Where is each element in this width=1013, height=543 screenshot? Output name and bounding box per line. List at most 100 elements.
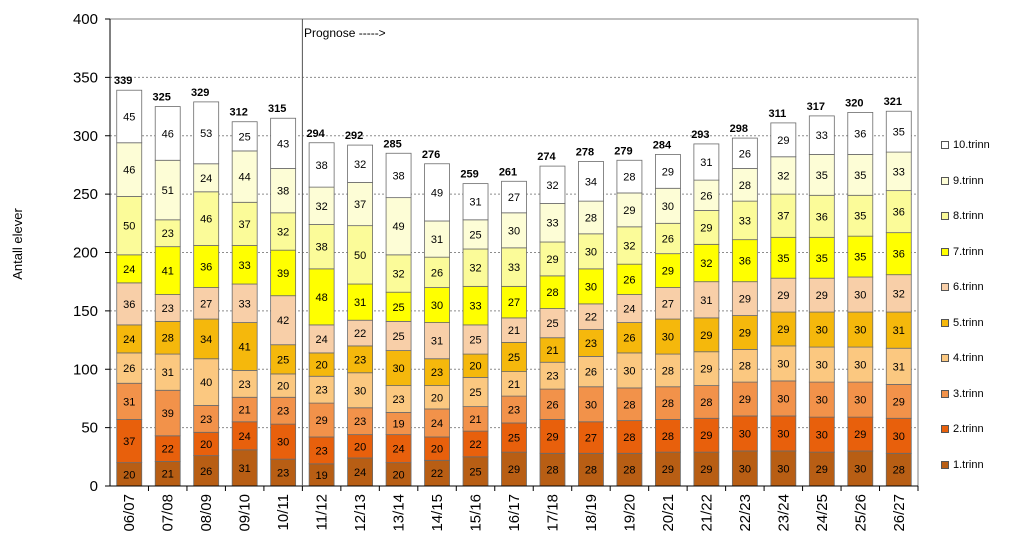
bar-segment-1.trinn [808, 451, 835, 487]
bar-segment-3.trinn [655, 386, 681, 420]
segment-value-label: 29 [739, 394, 751, 406]
total-label: 325 [153, 92, 171, 104]
y-tick-label: 150 [73, 303, 98, 320]
segment-value-label: 29 [816, 290, 828, 302]
bar-segment-4.trinn [847, 346, 874, 383]
bar-segment-3.trinn [731, 381, 758, 417]
legend-swatch [941, 425, 949, 433]
segment-value-label: 39 [277, 268, 289, 280]
bar-segment-4.trinn [808, 346, 835, 383]
segment-value-label: 30 [431, 300, 443, 312]
segment-value-label: 50 [354, 250, 366, 262]
segment-value-label: 28 [585, 465, 597, 477]
bar-segment-4.trinn [501, 371, 527, 397]
bar-segment-6.trinn [154, 294, 181, 322]
bar-segment-3.trinn [578, 386, 604, 423]
segment-value-label: 24 [315, 334, 327, 346]
x-tick-label: 19/20 [621, 494, 638, 532]
segment-value-label: 30 [777, 463, 789, 475]
bar-segment-8.trinn [501, 247, 527, 287]
bar-segment-6.trinn [539, 308, 566, 339]
bar-segment-10.trinn [385, 152, 412, 199]
segment-value-label: 37 [239, 219, 251, 231]
y-tick-label: 400 [73, 11, 98, 28]
total-label: 317 [807, 101, 825, 113]
axes: 0 50 100 150 200 250 300 350 400 06/07 07/08 08/09 0… [73, 11, 919, 532]
bar-segment-8.trinn [385, 254, 412, 293]
bar-segment-6.trinn [731, 281, 758, 316]
total-label: 279 [614, 145, 632, 157]
segment-value-label: 36 [816, 211, 828, 223]
x-tick-label: 25/26 [852, 494, 869, 532]
segment-value-label: 32 [315, 201, 327, 213]
segment-value-label: 41 [162, 266, 174, 278]
bar-segment-5.trinn [616, 322, 643, 354]
total-label: 329 [191, 87, 209, 99]
bar-segment-3.trinn [154, 389, 181, 437]
bar-segment-2.trinn [539, 419, 566, 454]
segment-value-label: 28 [546, 287, 558, 299]
bar-segment-7.trinn [270, 249, 297, 297]
segment-value-label: 29 [777, 324, 789, 336]
x-tick-label: 20/21 [660, 494, 677, 532]
segment-value-label: 19 [392, 419, 404, 431]
segment-value-label: 30 [662, 332, 674, 344]
segment-value-label: 46 [162, 128, 174, 140]
bar-segment-4.trinn [462, 377, 489, 408]
total-label: 285 [383, 138, 401, 150]
segment-value-label: 29 [777, 290, 789, 302]
segment-value-label: 30 [816, 360, 828, 372]
bar-segment-5.trinn [770, 311, 797, 347]
segment-value-label: 30 [585, 246, 597, 258]
bar-segment-10.trinn [154, 106, 181, 161]
segment-value-label: 31 [893, 361, 905, 373]
segment-value-label: 37 [777, 211, 789, 223]
segment-value-label: 32 [277, 226, 289, 238]
bar-segment-9.trinn [539, 203, 566, 243]
segment-value-label: 24 [200, 173, 212, 185]
bar-segment-3.trinn [116, 382, 143, 420]
bar-segment-4.trinn [231, 370, 258, 398]
legend-item-9.trinn: 9.trinn [941, 174, 984, 188]
segment-value-label: 24 [239, 431, 251, 443]
segment-value-label: 35 [816, 253, 828, 265]
bar-segment-10.trinn [116, 89, 143, 144]
bar-segment-7.trinn [308, 268, 335, 326]
segment-value-label: 35 [816, 170, 828, 182]
segment-value-label: 23 [546, 371, 558, 383]
segment-value-label: 23 [431, 367, 443, 379]
segment-value-label: 28 [739, 180, 751, 192]
segment-value-label: 28 [739, 361, 751, 373]
bar-segment-10.trinn [655, 154, 681, 189]
bar-segment-9.trinn [347, 182, 373, 227]
segment-value-label: 28 [623, 399, 635, 411]
segment-value-label: 33 [739, 215, 751, 227]
segment-value-label: 23 [392, 394, 404, 406]
segment-value-label: 30 [739, 463, 751, 475]
segment-value-label: 29 [893, 396, 905, 408]
legend-label: 3.trinn [953, 387, 984, 400]
bar-segment-10.trinn [270, 117, 297, 169]
bar-segment-8.trinn [308, 224, 335, 270]
segment-value-label: 45 [123, 111, 135, 123]
x-tick-label: 21/22 [698, 494, 715, 532]
segment-value-label: 30 [854, 360, 866, 372]
bar-segment-8.trinn [116, 196, 143, 256]
segment-value-label: 29 [700, 330, 712, 342]
legend-item-2.trinn: 2.trinn [941, 422, 984, 436]
segment-value-label: 29 [315, 415, 327, 427]
segment-value-label: 28 [623, 465, 635, 477]
legend-item-1.trinn: 1.trinn [941, 458, 984, 472]
total-label: 274 [537, 151, 556, 163]
segment-value-label: 49 [431, 187, 443, 199]
bar-segment-9.trinn [770, 156, 797, 195]
bar-segment-6.trinn [462, 324, 489, 355]
segment-value-label: 33 [239, 260, 251, 272]
bar-segment-4.trinn [731, 349, 758, 383]
segment-value-label: 42 [277, 315, 289, 327]
segment-value-label: 36 [123, 299, 135, 311]
bar-segment-7.trinn [539, 275, 566, 309]
segment-value-label: 31 [354, 297, 366, 309]
bar-segment-9.trinn [693, 179, 720, 211]
bar-segment-10.trinn [847, 112, 874, 155]
